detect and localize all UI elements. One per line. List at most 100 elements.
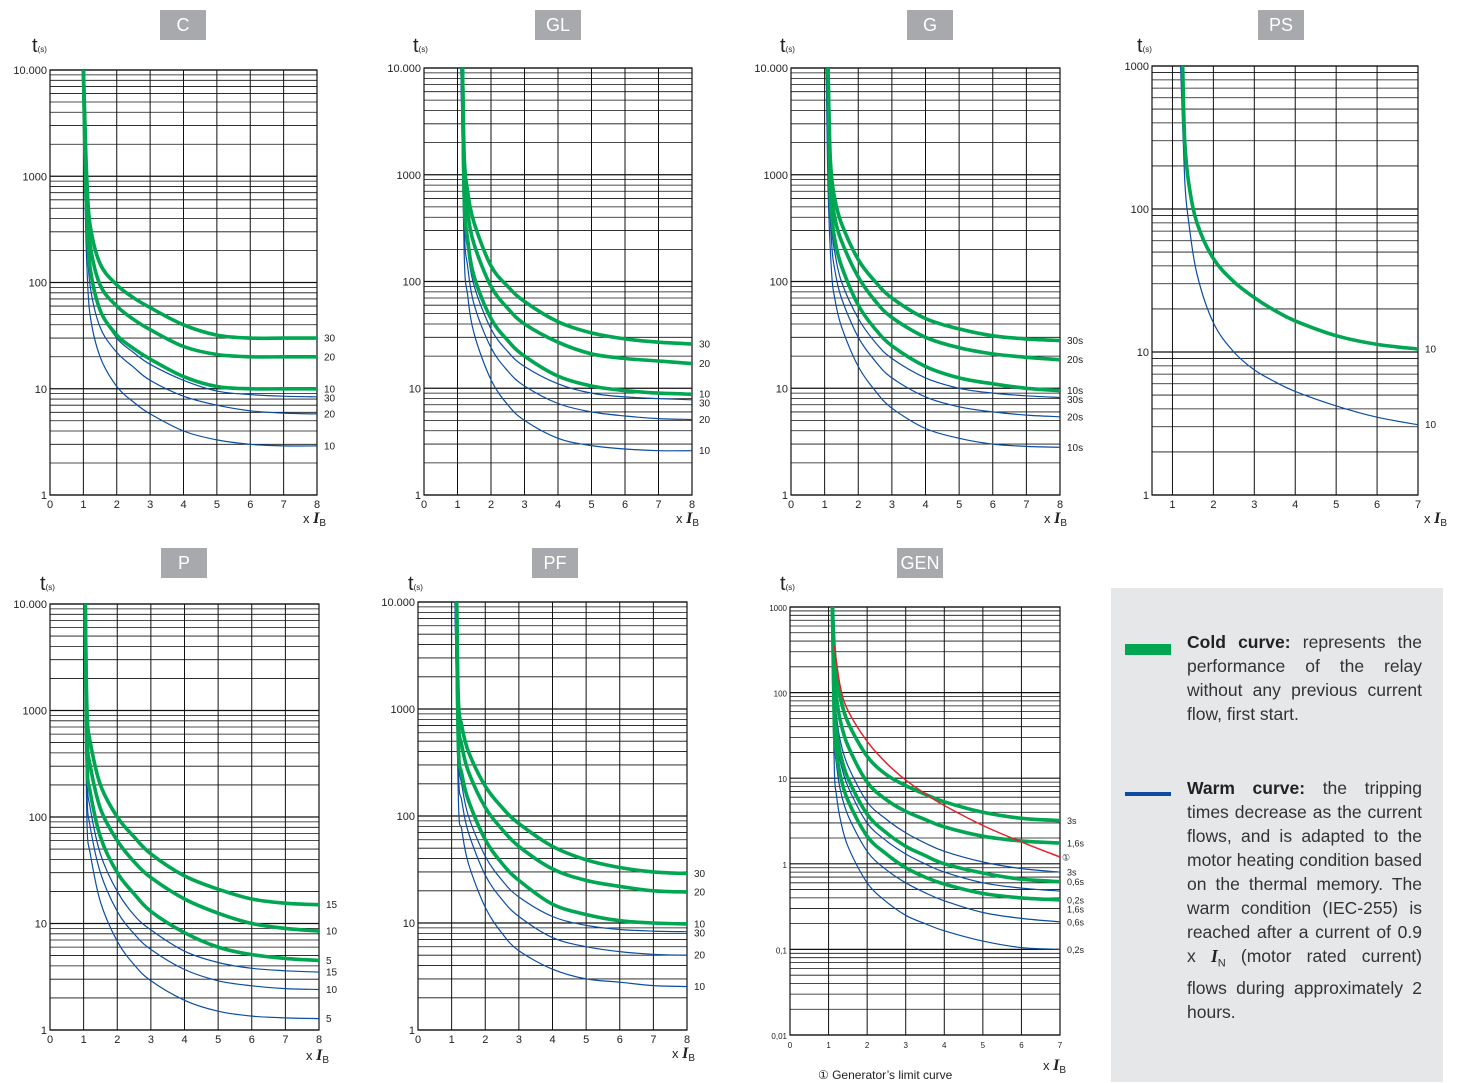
y-axis-label-main: t [413,35,419,57]
y-axis-label-main: t [32,35,38,57]
x-tick-label: 6 [990,499,996,511]
x-tick-label: 0 [47,1034,53,1046]
warm-curve-16s [831,641,1060,892]
x-tick-label: 5 [1333,499,1339,511]
x-axis-label-sub: B [1440,518,1447,529]
warm-curve-10 [460,68,692,452]
y-tick-label: 10.000 [381,597,415,609]
warm-curve-30 [454,602,687,933]
x-axis-label-prefix: x [1044,511,1054,526]
series-label: 20 [694,951,706,962]
plot-frame [789,606,1061,1036]
series-label: 10 [699,390,711,401]
x-axis-label-prefix: x [1424,511,1434,526]
y-tick-label: 10 [35,919,47,931]
series-label: 10 [694,919,706,930]
y-tick-label: 10 [403,918,415,930]
y-tick-label: 1000 [23,171,47,183]
x-tick-label: 3 [516,1034,522,1046]
x-tick-label: 1 [80,499,86,511]
legend-warm-var: I [1210,946,1218,966]
x-axis-label-sub: B [319,518,326,529]
y-tick-label: 100 [1131,204,1149,216]
x-tick-label: 8 [689,499,695,511]
y-tick-label: 10 [778,775,787,784]
series-label: 20 [324,409,336,420]
x-axis-label: x IB [676,510,699,529]
x-tick-label: 3 [521,499,527,511]
x-axis-label-prefix: x [676,511,686,526]
series-label: 10s [1067,443,1083,454]
cold-curve-20 [460,68,692,366]
series-label: 10 [326,985,338,996]
x-tick-label: 3 [903,1041,908,1050]
series-label: ① [1062,853,1070,863]
y-tick-label: 1 [41,490,47,502]
chart-title: PS [1269,15,1293,35]
chart-title-tab [1258,10,1304,40]
series-label: 15 [326,900,338,911]
series-label: 30 [694,928,706,939]
x-tick-label: 2 [482,1034,488,1046]
x-tick-label: 1 [822,499,828,511]
x-tick-label: 0 [415,1034,421,1046]
chart-title: P [178,553,190,573]
y-axis-label-main: t [1137,35,1143,57]
cold-curve-16s [830,607,1060,845]
y-axis-label-main: t [780,35,786,57]
x-axis-label-prefix: x [303,511,313,526]
x-tick-label: 4 [555,499,561,511]
chart-title: PF [543,553,566,573]
x-tick-label: 6 [622,499,628,511]
y-tick-label: 1000 [764,170,788,182]
series-label: 10 [694,982,706,993]
x-tick-label: 8 [314,499,320,511]
y-tick-label: 1000 [397,170,421,182]
x-tick-label: 5 [214,499,220,511]
cold-curve-20 [81,70,317,359]
x-tick-label: 4 [181,1034,187,1046]
cold-curve-swatch [1125,644,1171,655]
y-tick-label: 10.000 [13,599,47,611]
series-label: 30 [324,334,336,345]
y-axis-label-sub: (s) [38,45,48,54]
x-axis-label-sub: B [1060,518,1067,529]
chart-gen: GEN t(s) 0 1 2 3 4 5 6 7 0,01 0,1 1 10 100 1000 x IB ① 3s 1… [769,548,1085,1076]
cold-curve-30 [81,70,317,341]
warm-curve-10s [825,68,1060,448]
cold-curve-10 [1180,66,1418,351]
legend-warm-text: the tripping times decrease as the curre… [1187,778,1422,966]
x-tick-label: 0 [788,1041,793,1050]
limit-curve- [833,645,1060,858]
series-label: 10s [1067,386,1083,397]
x-tick-label: 1 [81,1034,87,1046]
x-tick-label: 4 [180,499,186,511]
series-label: 20 [699,415,711,426]
y-tick-label: 1 [409,1025,415,1037]
cold-curve-30s [826,68,1060,343]
series-label: 15 [326,968,338,979]
y-tick-label: 1 [415,490,421,502]
legend-warm-text-2: (motor rated current) flows during appro… [1187,946,1422,1022]
x-axis-label-var: I [685,510,693,527]
x-axis-label: x IB [1044,510,1067,529]
series-label: 0,6s [1067,877,1085,887]
plot-frame [49,69,318,496]
chart-title-tab [532,548,578,578]
x-tick-label: 5 [981,1041,986,1050]
y-axis-label-main: t [780,573,786,595]
warm-curve-swatch [1125,792,1171,796]
series-label: 20s [1067,412,1083,423]
chart-title-tab [897,548,943,578]
x-tick-label: 8 [1057,499,1063,511]
x-axis-label-var: I [681,1045,689,1062]
x-tick-label: 6 [249,1034,255,1046]
series-label: 0,2s [1067,895,1085,905]
y-axis-label: t(s) [1137,35,1152,57]
y-tick-label: 10.000 [754,63,788,75]
y-tick-label: 100 [770,277,788,289]
series-label: 20 [324,352,336,363]
